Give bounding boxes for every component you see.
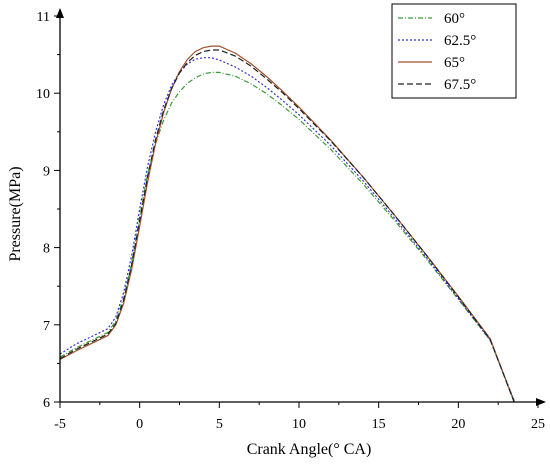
x-axis-title: Crank Angle(° CA) [247, 441, 372, 458]
y-axis-title: Pressure(MPa) [7, 166, 24, 261]
x-tick-label: 5 [216, 417, 223, 432]
legend: 60° 62.5° 65° 67.5° [391, 3, 517, 99]
series-line-0 [59, 71, 515, 401]
series-line-3 [59, 49, 515, 403]
y-tick-label: 7 [43, 319, 50, 334]
x-tick-label: 15 [372, 417, 386, 432]
legend-label-2: 65° [444, 55, 465, 71]
x-tick-label: 10 [292, 417, 306, 432]
series-line-2 [59, 45, 515, 403]
legend-label-1: 62.5° [444, 33, 476, 49]
x-tick-label: 25 [531, 417, 545, 432]
y-tick-label: 11 [37, 10, 50, 25]
legend-label-3: 67.5° [444, 77, 476, 93]
x-tick-label: -5 [54, 417, 66, 432]
y-tick-label: 9 [43, 164, 50, 179]
tick-labels: -5 0 5 10 15 20 25 6 7 8 9 10 11 [36, 10, 545, 432]
y-tick-label: 10 [36, 87, 50, 102]
plot-lines [59, 45, 515, 403]
y-tick-label: 6 [43, 396, 50, 411]
y-tick-label: 8 [43, 242, 50, 257]
legend-label-0: 60° [444, 11, 465, 27]
series-line-1 [59, 57, 515, 401]
legend-box [391, 3, 517, 99]
x-tick-label: 20 [451, 417, 465, 432]
ticks [54, 15, 539, 408]
x-tick-label: 0 [136, 417, 143, 432]
